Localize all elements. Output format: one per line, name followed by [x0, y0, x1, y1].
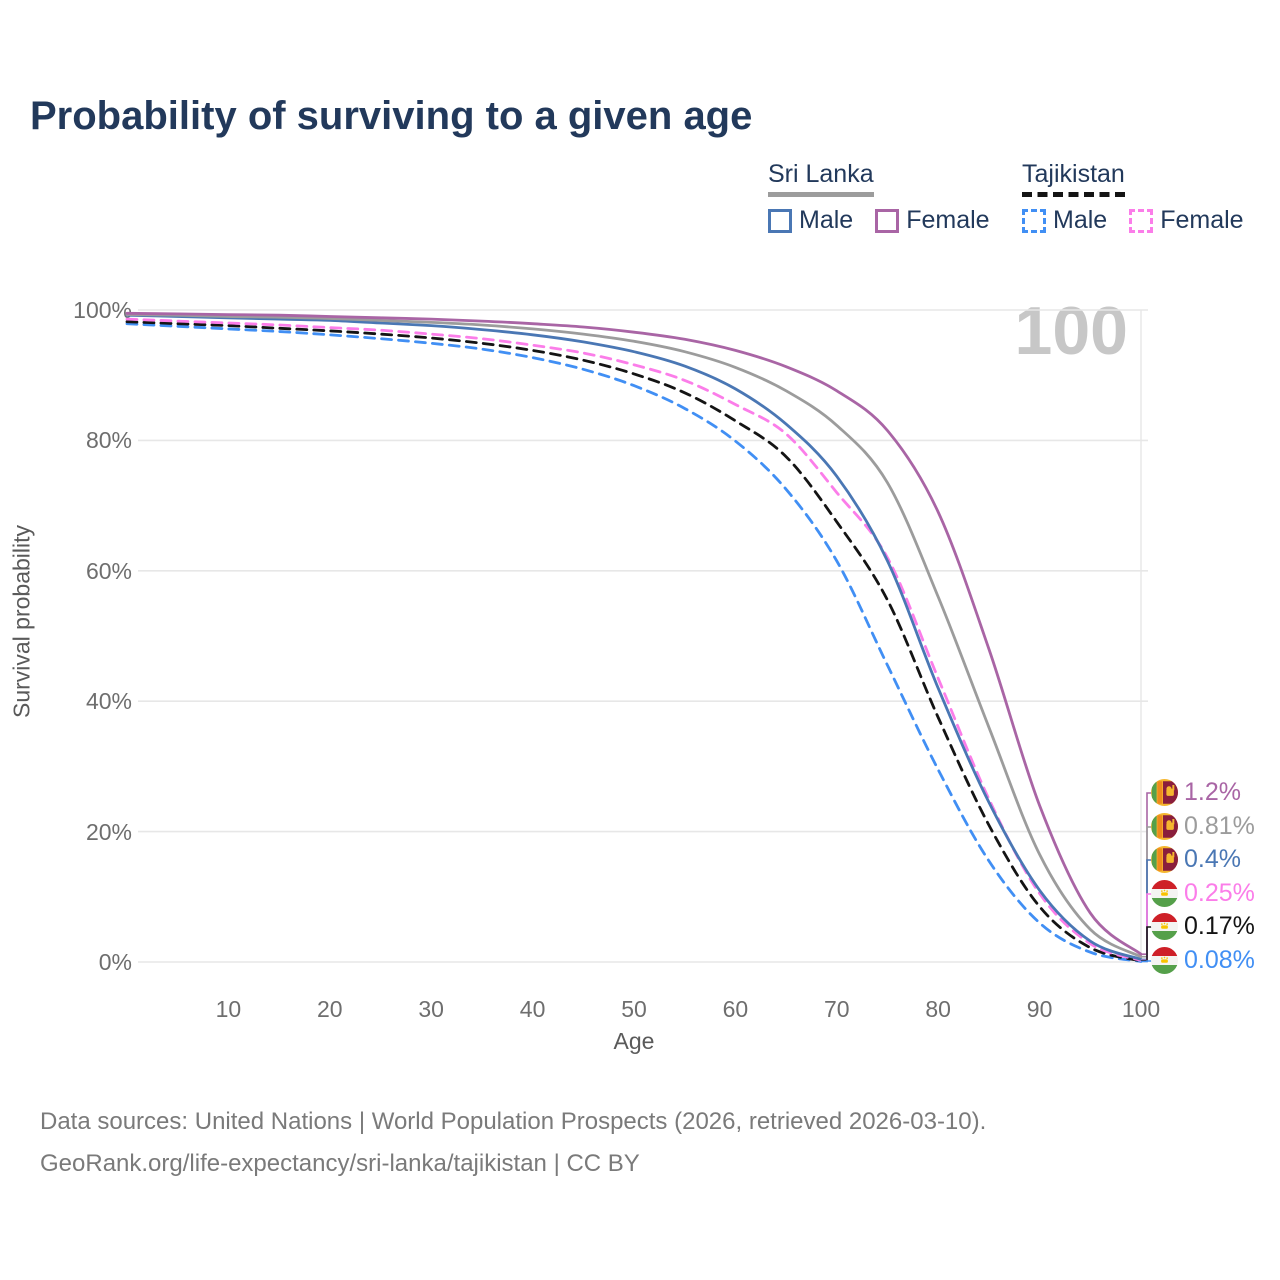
tajikistan-flag-icon: [1151, 947, 1178, 974]
legend-swatch-tajikistan-female[interactable]: [1129, 208, 1154, 233]
legend-country-tajikistan: Tajikistan: [1022, 160, 1125, 197]
x-axis-title: Age: [613, 1028, 655, 1054]
legend-label-sri-lanka-female[interactable]: Female: [906, 206, 990, 234]
tajikistan-flag-icon: [1151, 880, 1178, 907]
legend-swatch-sri-lanka-male[interactable]: [768, 208, 792, 233]
legend: Sri Lanka Male Female Tajikistan Male Fe…: [0, 160, 1280, 240]
x-tick-label-80: 80: [925, 996, 951, 1022]
y-tick-label-60%: 60%: [85, 557, 132, 584]
end-label-value: 0.17%: [1184, 912, 1255, 940]
y-tick-label-80%: 80%: [85, 427, 132, 454]
x-tick-label-60: 60: [722, 996, 749, 1022]
y-tick-label-40%: 40%: [85, 688, 132, 715]
sri-lanka-flag-icon: [1151, 779, 1178, 806]
y-tick-label-20%: 20%: [85, 818, 132, 845]
x-tick-label-50: 50: [621, 996, 647, 1022]
sri-lanka-flag-icon: [1151, 813, 1178, 840]
legend-swatch-sri-lanka-female[interactable]: [875, 208, 900, 233]
end-label-connector: [1141, 859, 1152, 961]
end-label-tajikistan-both-sexes-: 0.17%: [1151, 912, 1255, 941]
end-label-tajikistan-female: 0.25%: [1151, 879, 1255, 908]
legend-group-sri-lanka: Sri Lanka Male Female: [768, 160, 1012, 235]
sri-lanka-flag-icon: [1151, 846, 1178, 873]
legend-label-tajikistan-female[interactable]: Female: [1160, 206, 1244, 234]
end-label-sri-lanka-both-sexes-: 0.81%: [1151, 812, 1255, 841]
end-label-value: 0.81%: [1184, 812, 1255, 840]
legend-group-tajikistan: Tajikistan Male Female: [1022, 160, 1266, 235]
end-label-sri-lanka-male: 0.4%: [1151, 845, 1241, 874]
legend-label-sri-lanka-male[interactable]: Male: [799, 206, 854, 234]
y-tick-label-100%: 100%: [73, 297, 132, 323]
x-tick-label-10: 10: [215, 996, 242, 1022]
series-line-tajikistan-both-sexes-: [125, 320, 1143, 963]
footer-attribution: GeoRank.org/life-expectancy/sri-lanka/ta…: [40, 1150, 640, 1177]
series-line-tajikistan-female: [125, 317, 1143, 962]
series-line-sri-lanka-female: [125, 311, 1143, 956]
end-label-value: 1.2%: [1184, 778, 1241, 806]
end-label-tajikistan-male: 0.08%: [1151, 946, 1255, 975]
x-tick-label-100: 100: [1121, 996, 1161, 1022]
page-title: Probability of surviving to a given age: [30, 94, 753, 138]
series-line-tajikistan-male: [125, 322, 1143, 963]
x-tick-label-90: 90: [1026, 996, 1053, 1022]
watermark-age-100: 100: [1014, 293, 1128, 369]
end-label-value: 0.4%: [1184, 845, 1241, 873]
footer-data-sources: Data sources: United Nations | World Pop…: [40, 1108, 987, 1135]
legend-swatch-tajikistan-male[interactable]: [1022, 208, 1046, 233]
x-tick-label-20: 20: [317, 996, 343, 1022]
y-axis-title: Survival probability: [8, 524, 35, 719]
x-tick-label-30: 30: [418, 996, 444, 1022]
legend-label-tajikistan-male[interactable]: Male: [1053, 206, 1108, 234]
end-label-value: 0.25%: [1184, 879, 1255, 907]
legend-country-sri-lanka: Sri Lanka: [768, 160, 874, 197]
x-tick-label-40: 40: [519, 996, 546, 1022]
x-tick-label-70: 70: [824, 996, 850, 1022]
series-line-sri-lanka-both-sexes-: [125, 313, 1143, 959]
end-label-sri-lanka-female: 1.2%: [1151, 778, 1241, 807]
end-label-value: 0.08%: [1184, 946, 1255, 974]
y-tick-label-0%: 0%: [98, 949, 132, 975]
series-line-sri-lanka-male: [125, 313, 1143, 961]
tajikistan-flag-icon: [1151, 913, 1178, 940]
